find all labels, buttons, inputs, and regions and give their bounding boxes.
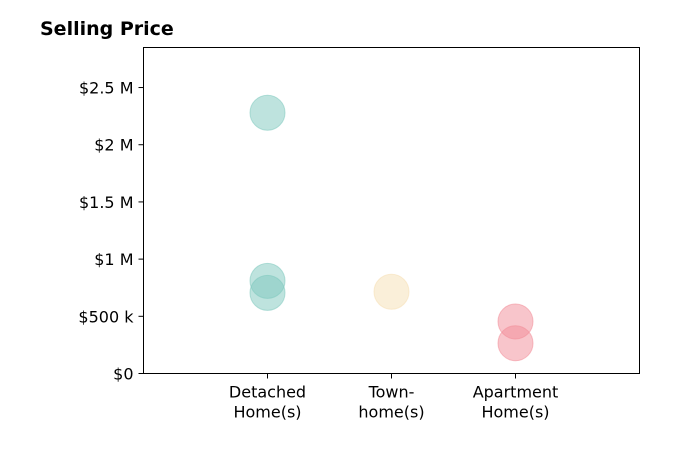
x-tick-label-line: Town- <box>368 383 415 402</box>
y-tick-label: $1 M <box>94 250 133 269</box>
x-tick-label-line: Detached <box>229 383 306 402</box>
x-tick-label-line: Apartment <box>473 383 559 402</box>
plot-frame <box>143 47 640 374</box>
x-tick-label-line: Home(s) <box>233 403 301 422</box>
y-tick-label: $2.5 M <box>79 79 134 98</box>
data-points <box>249 94 534 362</box>
y-tick-label: $500 k <box>78 307 134 326</box>
y-tick-label: $1.5 M <box>79 193 134 212</box>
x-tick-label: Apartment Home(s) <box>473 383 559 422</box>
y-tick-label: $2 M <box>94 136 133 155</box>
data-point <box>497 325 534 362</box>
x-tick-label-line: home(s) <box>358 403 424 422</box>
chart-title: Selling Price <box>40 18 174 40</box>
x-axis: Detached Home(s)Town-home(s)Apartment Home… <box>229 373 559 422</box>
data-point <box>249 274 286 311</box>
y-tick-label: $0 <box>113 365 133 384</box>
data-point <box>373 273 410 310</box>
data-point <box>249 94 286 131</box>
x-tick-label-line: Home(s) <box>481 403 549 422</box>
x-tick-label: Town-home(s) <box>358 383 424 422</box>
x-tick-label: Detached Home(s) <box>229 383 306 422</box>
y-axis: $0 $500 k $1 M $1.5 M $2 M $2.5 M <box>78 79 144 384</box>
